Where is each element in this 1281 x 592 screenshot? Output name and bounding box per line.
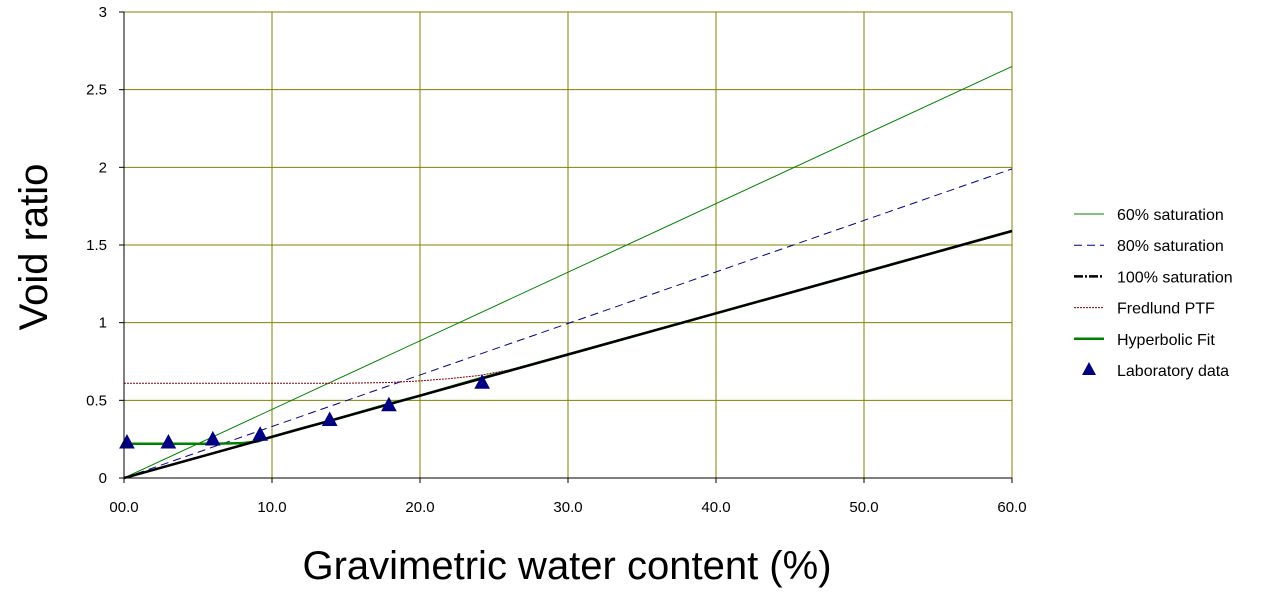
y-tick-label: 0.5 xyxy=(86,392,107,409)
legend-label: 60% saturation xyxy=(1117,207,1224,224)
series-line-80-saturation xyxy=(123,168,1013,479)
legend-item-100-saturation: 100% saturation xyxy=(1074,269,1233,286)
legend-label: Fredlund PTF xyxy=(1117,301,1215,318)
legend-item-fredlund-ptf: Fredlund PTF xyxy=(1074,301,1215,318)
y-tick-label: 2 xyxy=(99,159,107,176)
legend-label: 80% saturation xyxy=(1117,238,1224,255)
y-tick-label: 1.5 xyxy=(86,237,107,254)
lab-data-point xyxy=(204,430,221,446)
series-line-100-saturation xyxy=(123,229,1013,480)
x-tick-label: 10.0 xyxy=(257,499,286,516)
x-tick-label: 20.0 xyxy=(405,499,434,516)
y-tick-label: 0 xyxy=(99,470,107,487)
lab-data-point xyxy=(119,433,135,449)
legend-item-80-saturation: 80% saturation xyxy=(1074,238,1224,255)
x-tick-label: 50.0 xyxy=(849,499,878,516)
y-axis-title: Void ratio xyxy=(12,164,56,331)
x-tick-label: 60.0 xyxy=(997,499,1026,516)
legend-item-hyperbolic-fit: Hyperbolic Fit xyxy=(1074,332,1215,349)
lab-data-point xyxy=(160,433,177,449)
legend-label: Hyperbolic Fit xyxy=(1117,332,1215,349)
legend: 60% saturation 80% saturation 100% saturat… xyxy=(1074,207,1233,380)
series-line-fredlund-ptf xyxy=(124,230,1013,384)
grid xyxy=(123,11,1013,479)
legend-item-laboratory-data: Laboratory data xyxy=(1082,362,1229,380)
tick-labels: 00.0 10.0 20.0 30.0 40.0 50.0 60.0 0 0.5 1 1.5 2 2.5… xyxy=(86,4,1026,516)
y-tick-label: 2.5 xyxy=(86,82,107,99)
lab-data-point xyxy=(252,426,268,441)
y-tick-label: 1 xyxy=(99,315,107,332)
legend-item-60-saturation: 60% saturation xyxy=(1074,207,1224,224)
legend-swatch xyxy=(1082,362,1096,375)
legend-label: 100% saturation xyxy=(1117,269,1233,286)
y-tick-label: 3 xyxy=(99,4,107,21)
x-axis-title: Gravimetric water content (%) xyxy=(302,544,831,588)
lab-data-point xyxy=(321,411,338,427)
series-layer xyxy=(119,65,1013,480)
x-tick-label: 40.0 xyxy=(701,499,730,516)
legend-label: Laboratory data xyxy=(1117,363,1229,380)
x-tick-label: 00.0 xyxy=(109,499,138,516)
lab-data-point xyxy=(474,374,490,389)
lab-data-point xyxy=(381,396,397,412)
series-line-60-saturation xyxy=(123,65,1013,479)
x-tick-label: 30.0 xyxy=(553,499,582,516)
